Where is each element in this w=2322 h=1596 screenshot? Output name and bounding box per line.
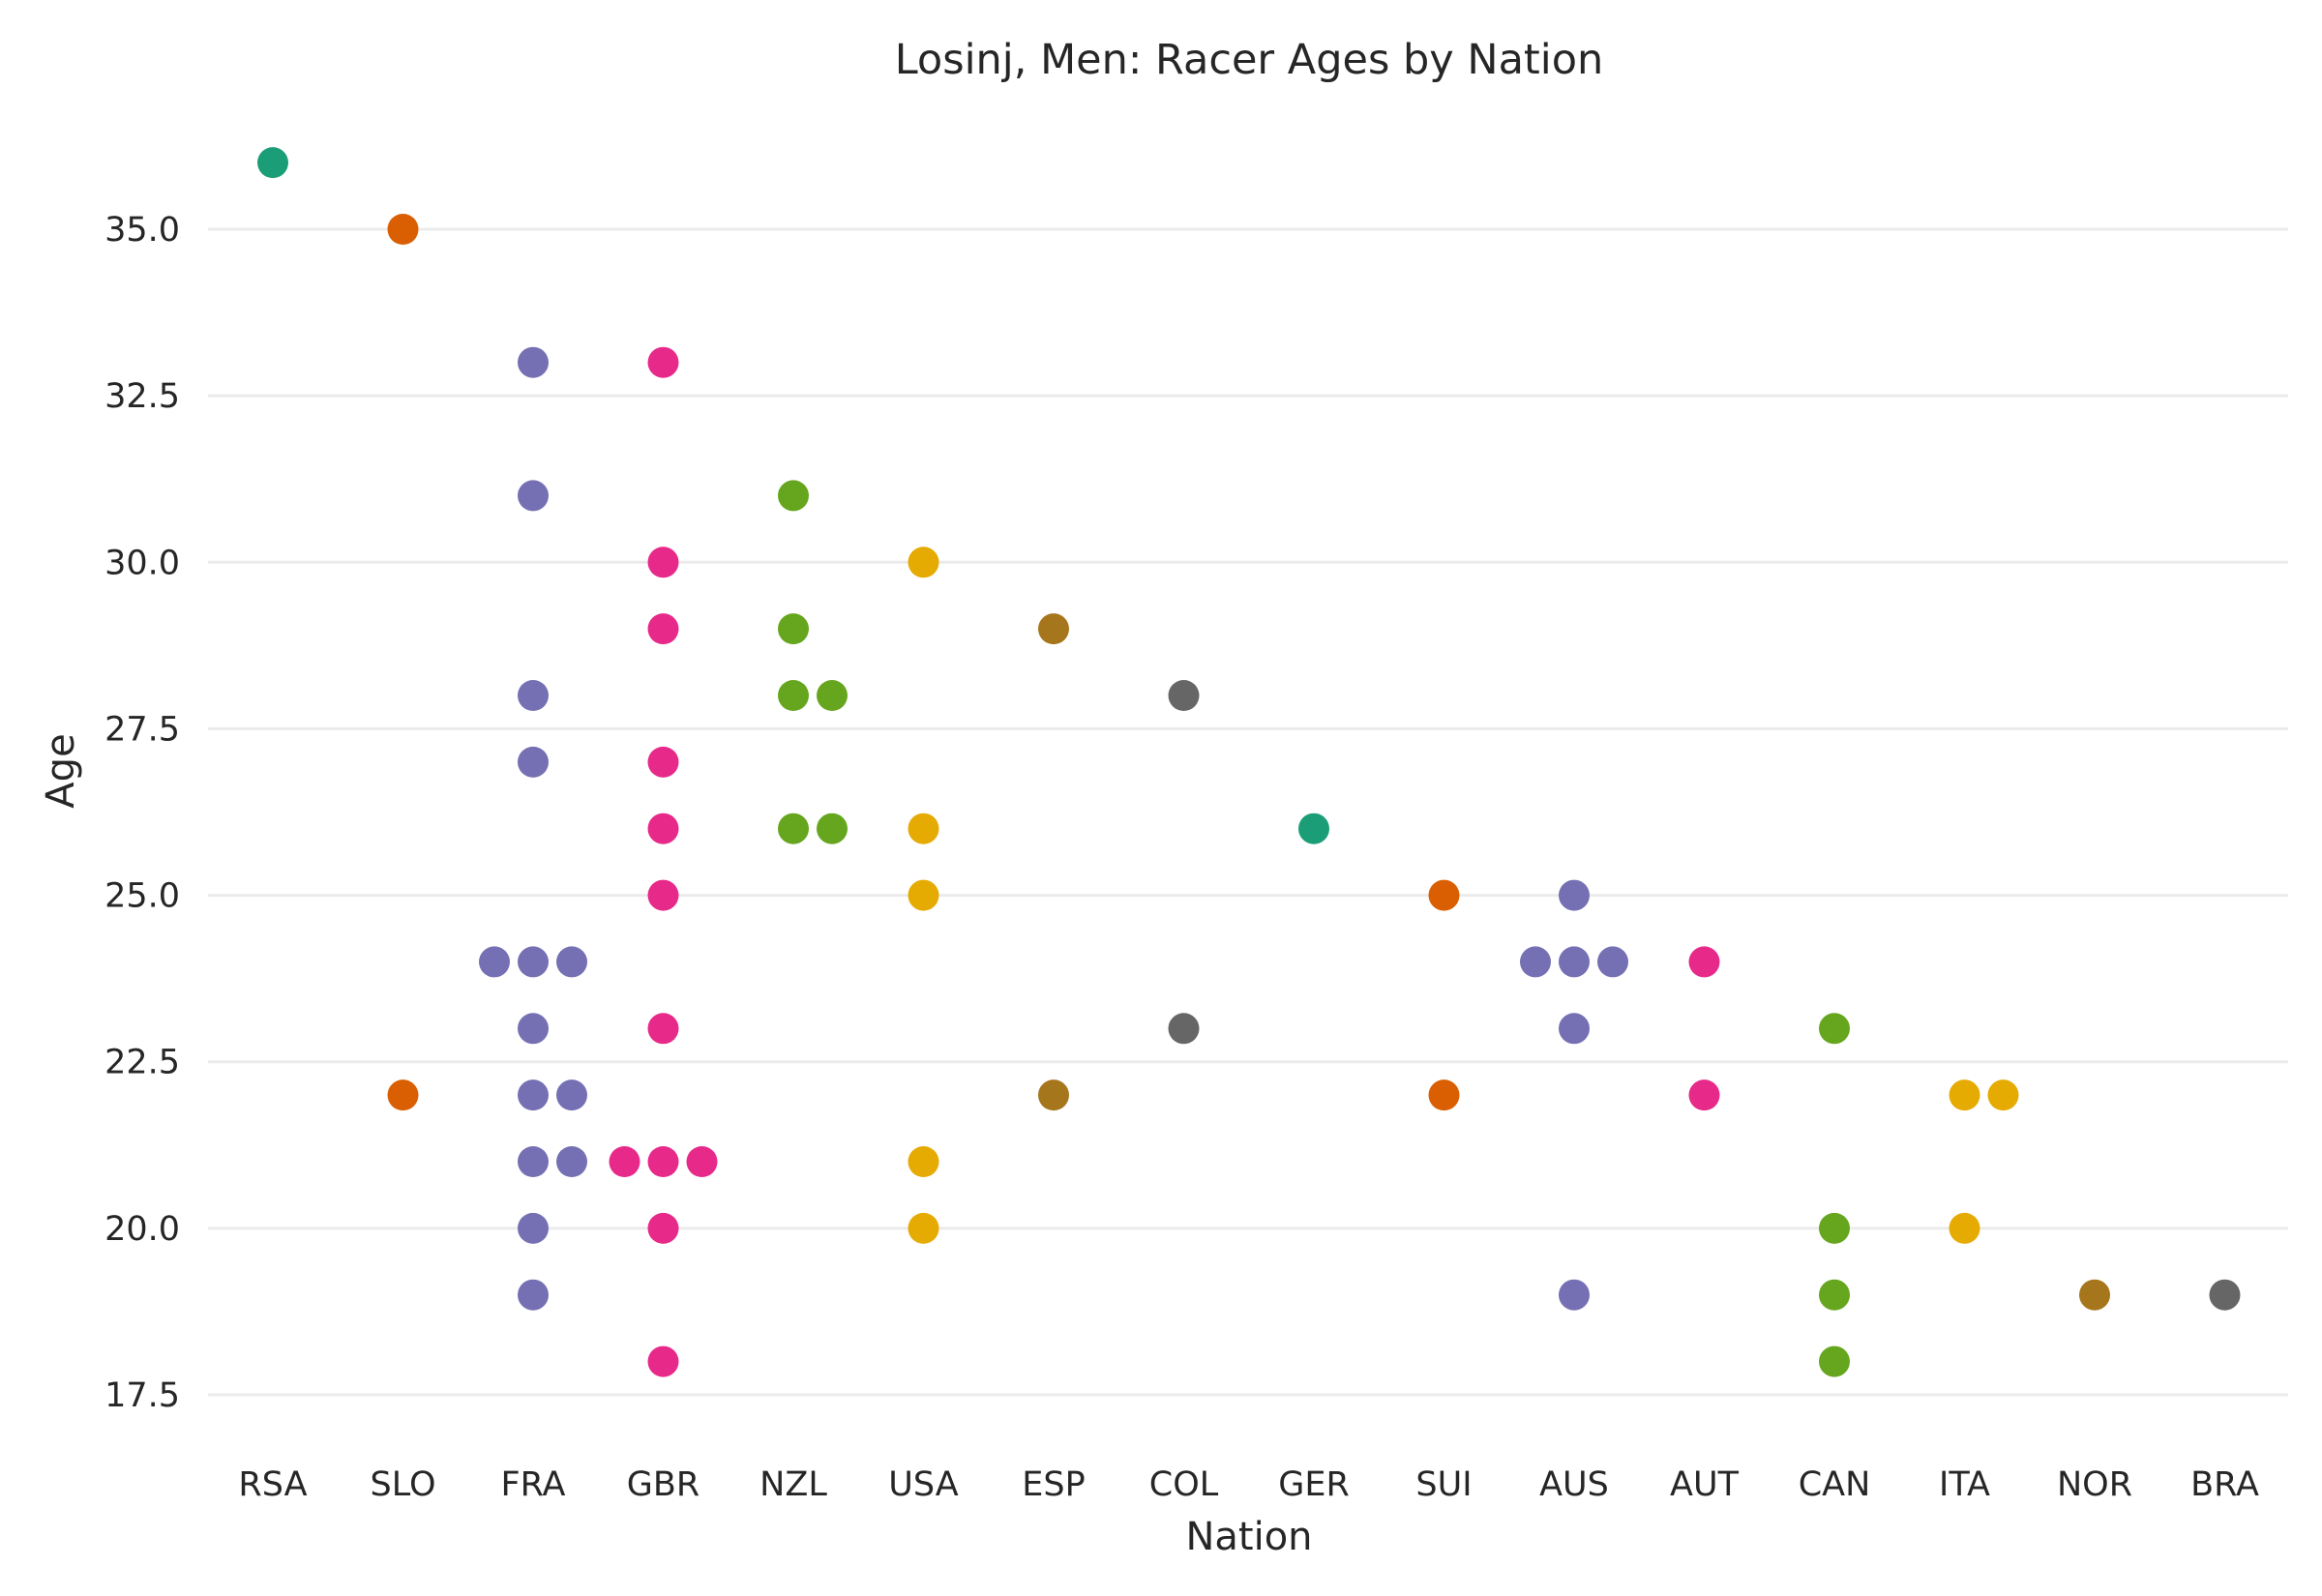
- y-tick-label: 17.5: [104, 1376, 180, 1415]
- data-point-aut: [1688, 946, 1720, 978]
- data-point-bra: [2209, 1279, 2241, 1311]
- data-point-gbr: [647, 1146, 679, 1177]
- data-point-can: [1819, 1212, 1850, 1244]
- data-point-rsa: [257, 147, 288, 179]
- data-point-nzl: [817, 680, 848, 711]
- data-point-sui: [1428, 1079, 1460, 1111]
- data-point-ita: [1949, 1079, 1980, 1111]
- x-axis-label: Nation: [1185, 1515, 1312, 1559]
- data-point-gbr: [647, 547, 679, 578]
- data-point-usa: [908, 879, 939, 911]
- y-axis-label: Age: [39, 733, 83, 808]
- y-tick-label: 27.5: [104, 710, 180, 749]
- data-point-usa: [908, 813, 939, 844]
- y-tick-label: 20.0: [104, 1210, 180, 1249]
- x-tick-label: AUS: [1539, 1465, 1609, 1504]
- data-point-gbr: [647, 879, 679, 911]
- data-points: [257, 147, 2241, 1377]
- data-point-fra: [518, 1212, 549, 1244]
- data-point-aus: [1597, 946, 1628, 978]
- data-point-nzl: [778, 480, 809, 512]
- x-tick-label: RSA: [238, 1465, 307, 1504]
- data-point-esp: [1038, 613, 1069, 645]
- data-point-aus: [1559, 946, 1590, 978]
- data-point-gbr: [647, 1013, 679, 1045]
- data-point-col: [1168, 680, 1200, 711]
- y-tick-label: 22.5: [104, 1044, 180, 1082]
- data-point-can: [1819, 1279, 1850, 1311]
- data-point-gbr: [647, 1345, 679, 1377]
- data-point-gbr: [686, 1146, 718, 1177]
- data-point-nor: [2079, 1279, 2110, 1311]
- x-tick-label: COL: [1149, 1465, 1219, 1504]
- data-point-usa: [908, 547, 939, 578]
- data-point-esp: [1038, 1079, 1069, 1111]
- data-point-fra: [518, 1013, 549, 1045]
- data-point-col: [1168, 1013, 1200, 1045]
- y-tick-label: 32.5: [104, 377, 180, 416]
- data-point-fra: [518, 1146, 549, 1177]
- data-point-fra: [518, 680, 549, 711]
- x-tick-label: GER: [1278, 1465, 1350, 1504]
- data-point-fra: [518, 746, 549, 778]
- data-point-aus: [1559, 1013, 1590, 1045]
- data-point-fra: [518, 480, 549, 512]
- x-tick-label: NZL: [759, 1465, 827, 1504]
- x-tick-label: BRA: [2190, 1465, 2259, 1504]
- x-tick-label: ESP: [1022, 1465, 1085, 1504]
- y-tick-label: 30.0: [104, 544, 180, 582]
- data-point-fra: [518, 1279, 549, 1311]
- data-point-fra: [479, 946, 510, 978]
- chart-title: Losinj, Men: Racer Ages by Nation: [895, 36, 1604, 84]
- data-point-ita: [1949, 1212, 1980, 1244]
- x-tick-label: SLO: [370, 1465, 435, 1504]
- data-point-fra: [556, 1079, 587, 1111]
- x-axis-ticks: RSA SLO FRA GBR NZL USA ESP COL GER SUI AUS AUT CAN I…: [238, 1465, 2259, 1504]
- data-point-slo: [387, 1079, 419, 1111]
- data-point-fra: [518, 1079, 549, 1111]
- data-point-can: [1819, 1345, 1850, 1377]
- x-tick-label: AUT: [1670, 1465, 1740, 1504]
- data-point-sui: [1428, 879, 1460, 911]
- data-point-can: [1819, 1013, 1850, 1045]
- data-point-nzl: [778, 680, 809, 711]
- x-tick-label: SUI: [1415, 1465, 1472, 1504]
- data-point-fra: [556, 946, 587, 978]
- data-point-fra: [518, 946, 549, 978]
- data-point-aut: [1688, 1079, 1720, 1111]
- data-point-gbr: [647, 613, 679, 645]
- data-point-fra: [556, 1146, 587, 1177]
- x-tick-label: GBR: [627, 1465, 700, 1504]
- data-point-aus: [1559, 879, 1590, 911]
- data-point-aus: [1520, 946, 1551, 978]
- data-point-gbr: [647, 813, 679, 844]
- x-tick-label: ITA: [1939, 1465, 1990, 1504]
- data-point-slo: [387, 214, 419, 245]
- data-point-fra: [518, 346, 549, 378]
- data-point-nzl: [778, 813, 809, 844]
- y-axis-ticks: 17.5 20.0 22.5 25.0 27.5 30.0 32.5 35.0: [104, 211, 180, 1415]
- data-point-nzl: [778, 613, 809, 645]
- data-point-gbr: [647, 346, 679, 378]
- data-point-gbr: [647, 746, 679, 778]
- data-point-gbr: [647, 1212, 679, 1244]
- data-point-ita: [1987, 1079, 2019, 1111]
- y-tick-label: 35.0: [104, 211, 180, 250]
- data-point-aus: [1559, 1279, 1590, 1311]
- data-point-usa: [908, 1146, 939, 1177]
- data-point-ger: [1298, 813, 1329, 844]
- x-tick-label: NOR: [2057, 1465, 2132, 1504]
- x-tick-label: CAN: [1799, 1465, 1871, 1504]
- x-tick-label: FRA: [501, 1465, 566, 1504]
- data-point-gbr: [609, 1146, 640, 1177]
- grid-lines: [208, 227, 2288, 1397]
- data-point-usa: [908, 1212, 939, 1244]
- y-tick-label: 25.0: [104, 877, 180, 916]
- data-point-nzl: [817, 813, 848, 844]
- x-tick-label: USA: [888, 1465, 958, 1504]
